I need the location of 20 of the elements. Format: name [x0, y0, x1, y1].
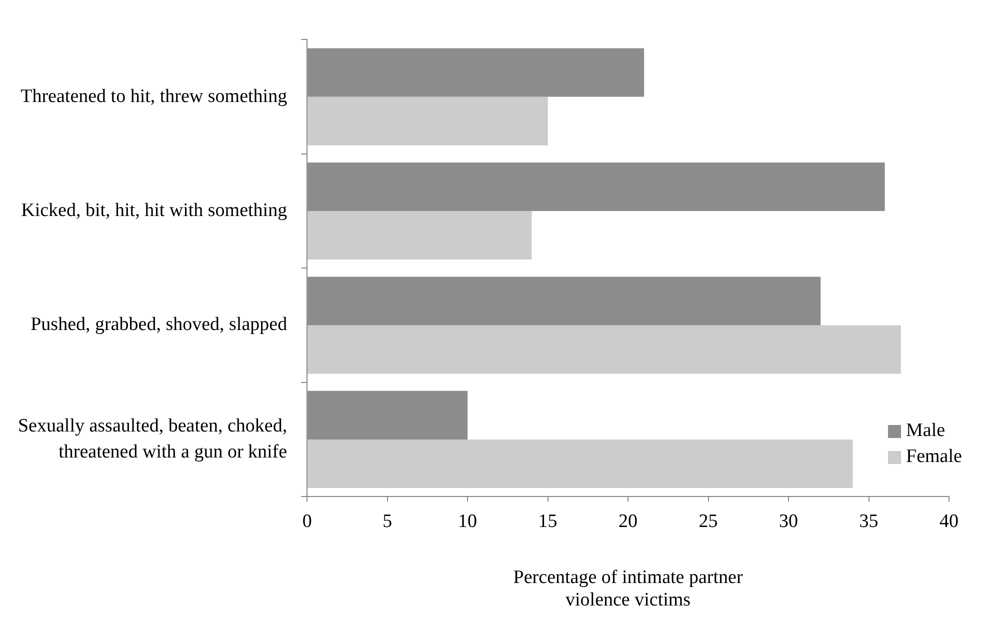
- legend-label: Female: [906, 445, 962, 469]
- x-tick-label: 40: [940, 510, 958, 532]
- legend-label: Male: [906, 419, 946, 443]
- x-tick-label: 30: [779, 510, 798, 532]
- x-tick-label: 25: [698, 510, 718, 532]
- x-tick-label: 35: [859, 510, 878, 532]
- x-tick-label: 20: [618, 510, 638, 532]
- bar: [308, 211, 532, 260]
- y-tick-label: Threatened to hit, threw something: [20, 86, 288, 107]
- y-tick-label: Pushed, grabbed, shoved, slapped: [30, 314, 288, 336]
- x-tick-label: 5: [382, 510, 392, 532]
- y-tick-label: Sexually assaulted, beaten, choked, threatened with a gun or knife: [18, 416, 288, 462]
- x-axis-title: Percentage of intimate partner violence victims: [513, 566, 744, 611]
- y-tick-label: Kicked, bit, hit, hit with something: [21, 200, 288, 221]
- bar: [308, 325, 901, 374]
- x-tick-label: 0: [302, 510, 312, 532]
- bar: [308, 439, 853, 488]
- x-tick-label: 10: [458, 510, 478, 532]
- bar: [308, 96, 548, 146]
- x-tick-label: 15: [538, 510, 558, 532]
